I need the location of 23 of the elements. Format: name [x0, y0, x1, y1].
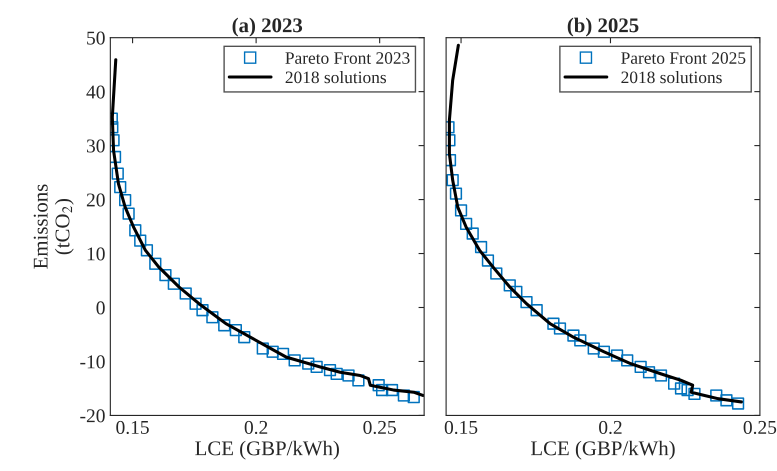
legend-label: 2018 solutions: [286, 70, 386, 84]
y-axis-title: Emissions (tCO$_{2}$): [34, 184, 74, 269]
y-tick-label: 0: [96, 301, 105, 314]
y-tick-label: 10: [88, 247, 105, 260]
chart-title: (a) 2023: [232, 18, 302, 37]
x-axis-title: LCE (GBP/kWh): [530, 440, 675, 460]
y-tick-label: -20: [80, 409, 105, 422]
y-tick-label: -10: [80, 355, 105, 368]
y-tick-label: 50: [87, 31, 105, 45]
x-tick-label: 0.15: [116, 420, 149, 434]
y-tick-label: 40: [86, 85, 105, 99]
x-tick-label: 0.15: [444, 420, 478, 434]
x-tick-label: 0.2: [244, 420, 268, 434]
x-tick-label: 0.25: [363, 420, 396, 434]
x-tick-label: 0.2: [599, 420, 622, 434]
y-tick-label: 20: [86, 193, 105, 207]
legend-label: Pareto Front 2025: [621, 52, 746, 64]
legend-label: Pareto Front 2023: [285, 52, 410, 64]
legend-label: 2018 solutions: [621, 70, 722, 84]
x-axis-title: LCE (GBP/kWh): [195, 440, 339, 460]
chart-title: (b) 2025: [568, 18, 638, 37]
y-tick-label: 30: [86, 139, 105, 153]
x-tick-label: 0.25: [744, 420, 776, 434]
